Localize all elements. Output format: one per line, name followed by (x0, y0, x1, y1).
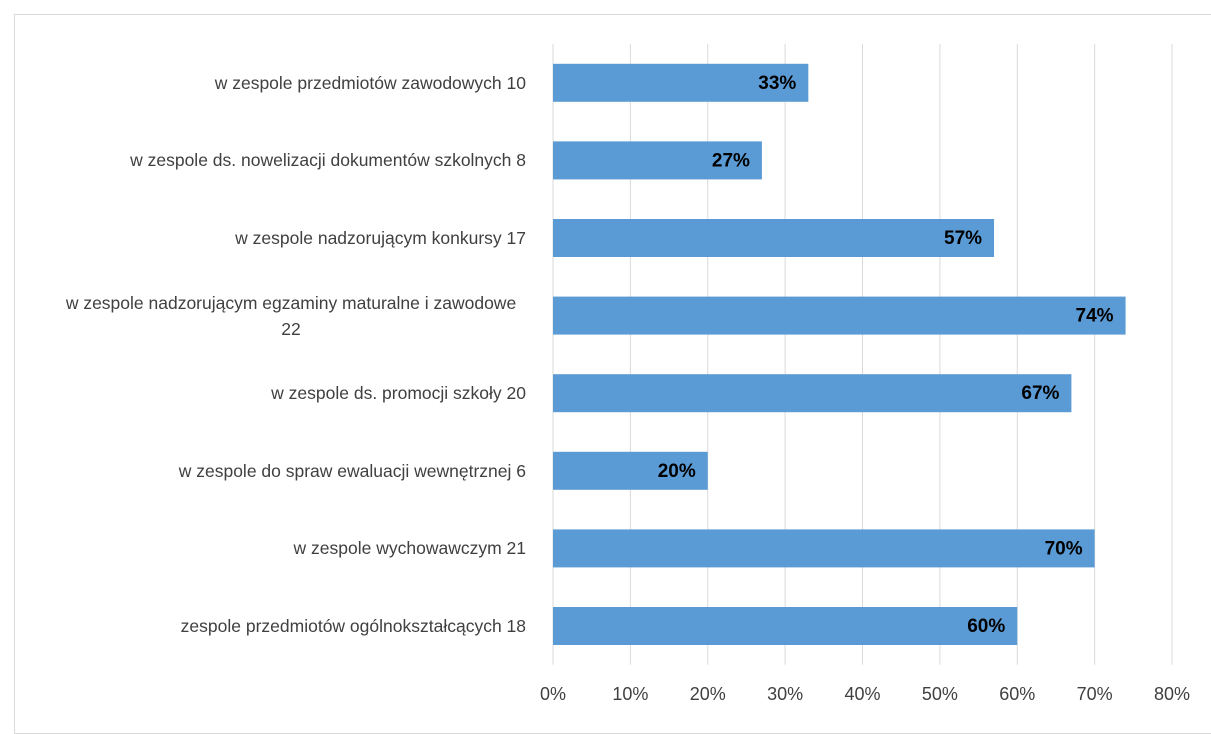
bar (553, 374, 1072, 413)
y-tick-label: w zespole nadzorującym egzaminy maturaln… (0, 290, 526, 342)
y-tick-label: w zespole przedmiotów zawodowych 10 (0, 70, 526, 96)
y-tick-label: w zespole wychowawczym 21 (0, 535, 526, 561)
bar (553, 529, 1095, 568)
bar (553, 451, 708, 490)
value-label: 20% (658, 461, 696, 482)
x-tick-label: 80% (1154, 684, 1190, 704)
category-text: w zespole do spraw ewaluacji wewnętrznej… (178, 460, 526, 481)
bar (553, 296, 1126, 335)
value-label: 74% (1076, 306, 1114, 327)
y-tick-label: zespole przedmiotów ogólnokształcących 1… (0, 613, 526, 639)
category-text: w zespole nadzorującym konkursy 17 (235, 228, 526, 248)
category-text: w zespole ds. nowelizacji dokumentów szk… (130, 150, 526, 171)
bar (553, 141, 762, 180)
bar (553, 607, 1018, 645)
x-tick-label: 70% (1077, 684, 1113, 704)
value-label: 67% (1021, 383, 1059, 404)
bar (553, 63, 809, 102)
y-tick-label: w zespole do spraw ewaluacji wewnętrznej… (0, 458, 526, 484)
category-text: w zespole przedmiotów zawodowych 10 (214, 72, 526, 93)
value-label: 57% (944, 228, 982, 249)
category-text: w zespole ds. promocji szkoły 20 (271, 383, 526, 404)
bar (553, 219, 995, 257)
value-label: 27% (712, 150, 750, 171)
x-tick-label: 20% (690, 684, 726, 704)
x-tick-label: 40% (844, 684, 880, 704)
y-tick-label: w zespole ds. promocji szkoły 20 (0, 380, 526, 406)
category-text: w zespole nadzorującym egzaminy maturaln… (65, 292, 517, 339)
x-tick-label: 50% (922, 684, 958, 704)
chart: 0% 10% 20% 30% 40% 50% 60% 70% 80% 33% 27% 57% 74% 67… (540, 44, 1190, 704)
category-text: zespole przedmiotów ogólnokształcących 1… (180, 616, 526, 636)
x-tick-label: 10% (612, 684, 648, 704)
value-label: 33% (758, 73, 796, 94)
value-label: 70% (1045, 538, 1083, 559)
page: 0% 10% 20% 30% 40% 50% 60% 70% 80% 33% 27% 57% 74% 67… (0, 14, 1211, 734)
y-tick-label: w zespole nadzorującym konkursy 17 (0, 225, 526, 251)
x-tick-label: 30% (767, 684, 803, 704)
x-tick-label: 0% (540, 684, 566, 704)
x-tick-label: 60% (999, 684, 1035, 704)
value-label: 60% (967, 616, 1005, 637)
category-text: w zespole wychowawczym 21 (293, 538, 526, 559)
y-tick-label: w zespole ds. nowelizacji dokumentów szk… (0, 147, 526, 173)
